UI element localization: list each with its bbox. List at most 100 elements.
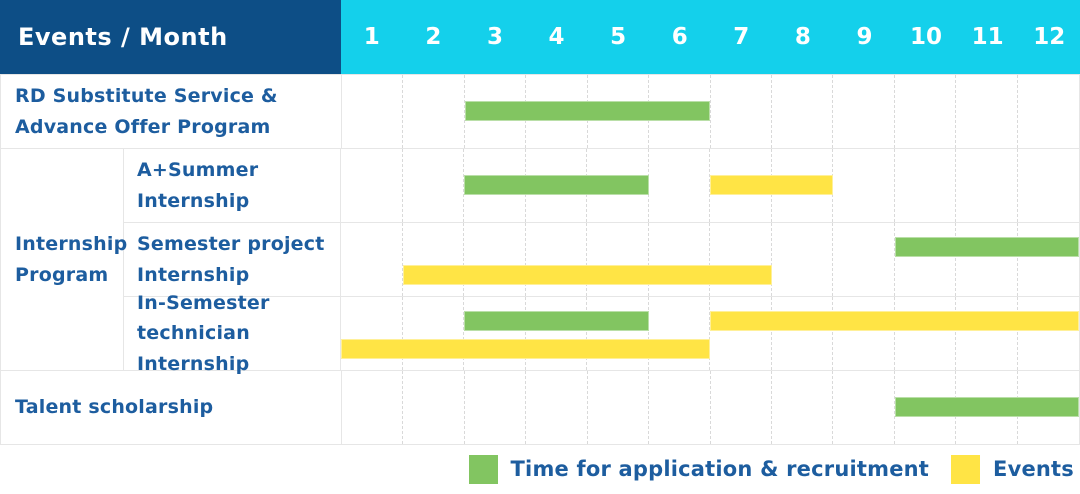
grid-cell [649,223,710,296]
month-header: 1 2 3 4 5 6 7 8 9 10 11 12 [341,0,1080,74]
row-label-a-plus-summer: A+Summer Internship [137,159,259,212]
month-label: 12 [1033,24,1066,50]
month-label: 7 [733,24,750,50]
events-month-table: Events / Month 1 2 3 4 5 6 7 8 9 10 11 12 RD Substi… [0,0,1080,445]
table-title: Events / Month [0,0,341,74]
month-label: 6 [671,24,688,50]
grid-cell [403,149,464,222]
track-rd-substitute [341,75,1079,148]
grid-cell [956,149,1018,222]
grid-cell [711,371,772,444]
group-internship-program: Internship Program A+Summer Internship S… [1,148,1079,375]
grid-cell [464,223,526,296]
grid-cell [526,223,587,296]
grid-cell [649,149,710,222]
track-talent-scholarship [341,371,1079,444]
grid-cell [526,371,588,444]
group-label-internship-program: Internship Program [1,149,127,370]
row-talent-scholarship: Talent scholarship [1,370,1079,444]
row-label-in-semester-technician: In-Semester technician Internship [137,291,270,375]
grid-cell [710,297,772,370]
legend-item-application: Time for application & recruitment [468,454,930,484]
row-semester-project: Semester project Internship [124,222,1079,296]
grid-cell [895,149,956,222]
grid-cell [833,371,895,444]
track-a-plus-summer [340,149,1079,222]
grid-cell [833,75,895,148]
grid-cell [587,223,649,296]
grid-cell [833,149,895,222]
row-in-semester-technician: In-Semester technician Internship [124,291,1079,375]
row-rd-substitute: RD Substitute Service & Advance Offer Pr… [1,74,1079,148]
event-bar [710,175,833,195]
grid-cell [772,75,834,148]
table-body: RD Substitute Service & Advance Offer Pr… [0,74,1080,445]
grid-cell [403,297,464,370]
track-semester-project [340,223,1079,296]
event-bar [710,311,1079,331]
month-label: 3 [486,24,503,50]
track-in-semester-technician [340,297,1079,370]
legend-item-events: Events [951,454,1074,484]
grid-cell [1018,223,1080,296]
application-bar [464,101,711,121]
grid-cell [895,75,957,148]
grid-cell [341,297,403,370]
month-label: 9 [856,24,873,50]
event-swatch-icon [951,454,981,484]
month-label: 1 [363,24,380,50]
grid-cell [649,371,711,444]
grid-cell [588,371,650,444]
grid-cell [342,371,404,444]
application-bar [894,397,1079,417]
month-gridlines [342,75,1079,148]
group-subrows: A+Summer Internship Semester project Int… [124,149,1079,375]
grid-cell [956,223,1018,296]
event-bar [402,265,772,285]
grid-cell [772,223,833,296]
month-gridlines [341,223,1079,296]
legend-label-application: Time for application & recruitment [510,457,930,481]
grid-cell [649,297,710,370]
grid-cell [403,75,465,148]
grid-cell [772,371,834,444]
grid-cell [711,75,772,148]
month-label: 11 [971,24,1004,50]
month-label: 2 [425,24,442,50]
legend-label-events: Events [993,457,1074,481]
grid-cell [710,223,772,296]
grid-cell [464,297,526,370]
legend: Time for application & recruitment Event… [447,453,1074,485]
month-label: 10 [910,24,943,50]
grid-cell [956,297,1018,370]
month-label: 5 [610,24,627,50]
grid-cell [1018,75,1079,148]
row-label-rd-substitute: RD Substitute Service & Advance Offer Pr… [15,85,278,138]
grid-cell [895,297,956,370]
grid-cell [833,297,895,370]
month-label: 4 [548,24,565,50]
grid-cell [341,149,403,222]
grid-cell [587,297,649,370]
grid-cell [895,223,956,296]
event-bar [341,339,710,359]
row-label-talent-scholarship: Talent scholarship [15,396,214,419]
grid-cell [833,223,895,296]
grid-cell [465,371,527,444]
grid-cell [403,223,464,296]
month-gridlines [341,297,1079,370]
application-bar [464,175,649,195]
grid-cell [342,75,404,148]
row-label-semester-project: Semester project Internship [137,233,325,286]
grid-cell [772,297,833,370]
grid-cell [1018,149,1080,222]
table-header-row: Events / Month 1 2 3 4 5 6 7 8 9 10 11 12 [0,0,1080,74]
application-bar [464,311,649,331]
row-a-plus-summer: A+Summer Internship [124,149,1079,222]
grid-cell [341,223,403,296]
grid-cell [1018,297,1080,370]
grid-cell [956,75,1018,148]
month-label: 8 [794,24,811,50]
grid-cell [403,371,465,444]
